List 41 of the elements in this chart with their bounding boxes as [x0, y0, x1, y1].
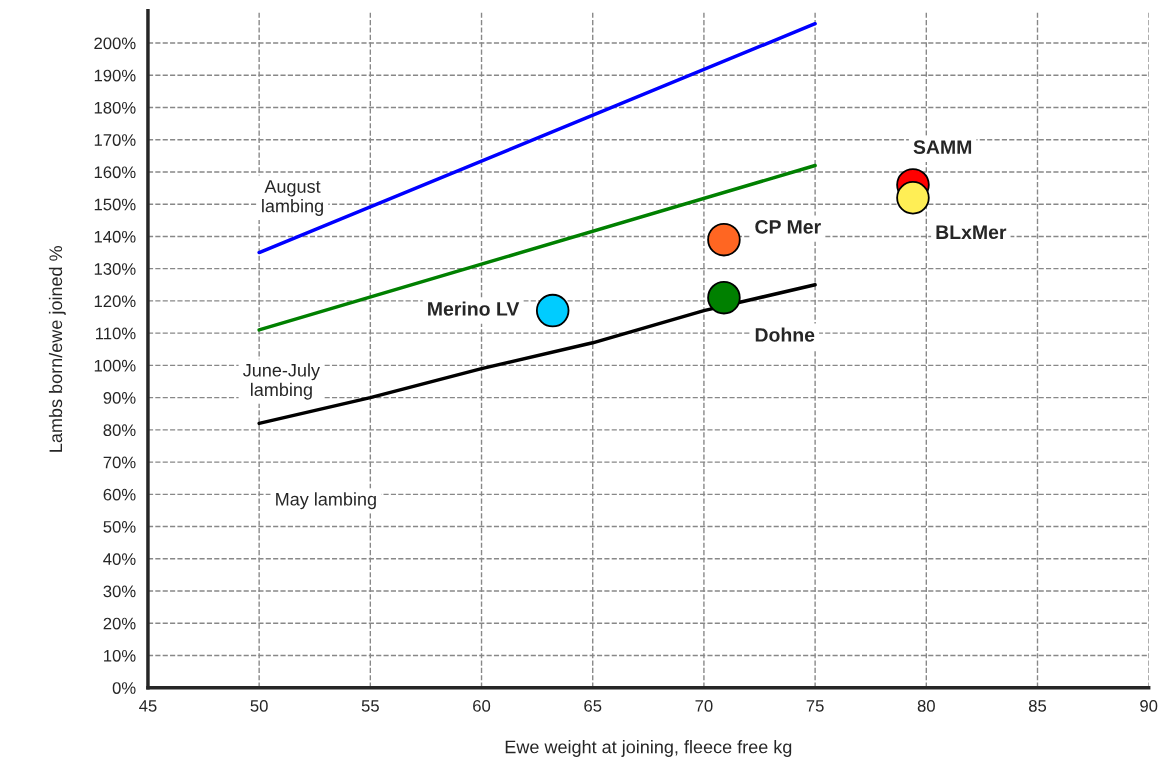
x-axis-title: Ewe weight at joining, fleece free kg	[505, 740, 792, 757]
x-tick-label: 75	[806, 700, 824, 712]
x-tick-label: 50	[250, 699, 268, 712]
x-tick-label: 65	[584, 699, 602, 712]
y-tick-label: 50%	[103, 520, 136, 533]
y-tick-label: 90%	[103, 392, 136, 404]
y-tick-label: 140%	[94, 230, 136, 243]
annotation: Dohne	[755, 327, 815, 342]
annotation: BLxMer	[936, 225, 1007, 240]
x-tick-label: 70	[695, 699, 713, 712]
y-tick-label: 170%	[94, 134, 136, 146]
annotation: June-July lambing	[243, 363, 320, 400]
x-tick-label: 45	[139, 700, 157, 712]
y-tick-label: 100%	[94, 359, 136, 372]
x-tick-label: 55	[361, 700, 379, 712]
y-tick-label: 20%	[103, 617, 136, 630]
annotation: SAMM	[913, 140, 972, 154]
y-axis-title: Lambs born/ewe joined %	[48, 246, 66, 452]
y-tick-label: 60%	[103, 488, 136, 501]
y-tick-label: 160%	[94, 166, 136, 179]
annotation: May lambing	[276, 492, 376, 510]
x-tick-label: 85	[1028, 699, 1047, 712]
y-tick-label: 130%	[94, 263, 136, 275]
x-tick-label: 80	[917, 699, 935, 712]
y-tick-label: 40%	[103, 553, 136, 565]
x-tick-label: 60	[473, 699, 491, 712]
y-tick-label: 10%	[104, 649, 136, 662]
y-tick-label: 120%	[94, 295, 136, 308]
y-tick-label: 70%	[103, 456, 136, 469]
annotation: August lambing	[262, 180, 323, 216]
y-tick-label: 190%	[94, 69, 136, 82]
x-tick-label: 90	[1140, 699, 1158, 712]
y-tick-label: 80%	[103, 424, 136, 437]
y-tick-label: 0%	[112, 682, 136, 694]
y-tick-label: 200%	[94, 37, 136, 50]
annotation: Merino LV	[428, 301, 520, 316]
y-tick-label: 110%	[96, 327, 136, 340]
y-tick-label: 150%	[94, 198, 136, 211]
annotation: CP Mer	[755, 220, 821, 234]
y-tick-label: 180%	[94, 101, 136, 114]
y-tick-label: 30%	[103, 585, 136, 598]
